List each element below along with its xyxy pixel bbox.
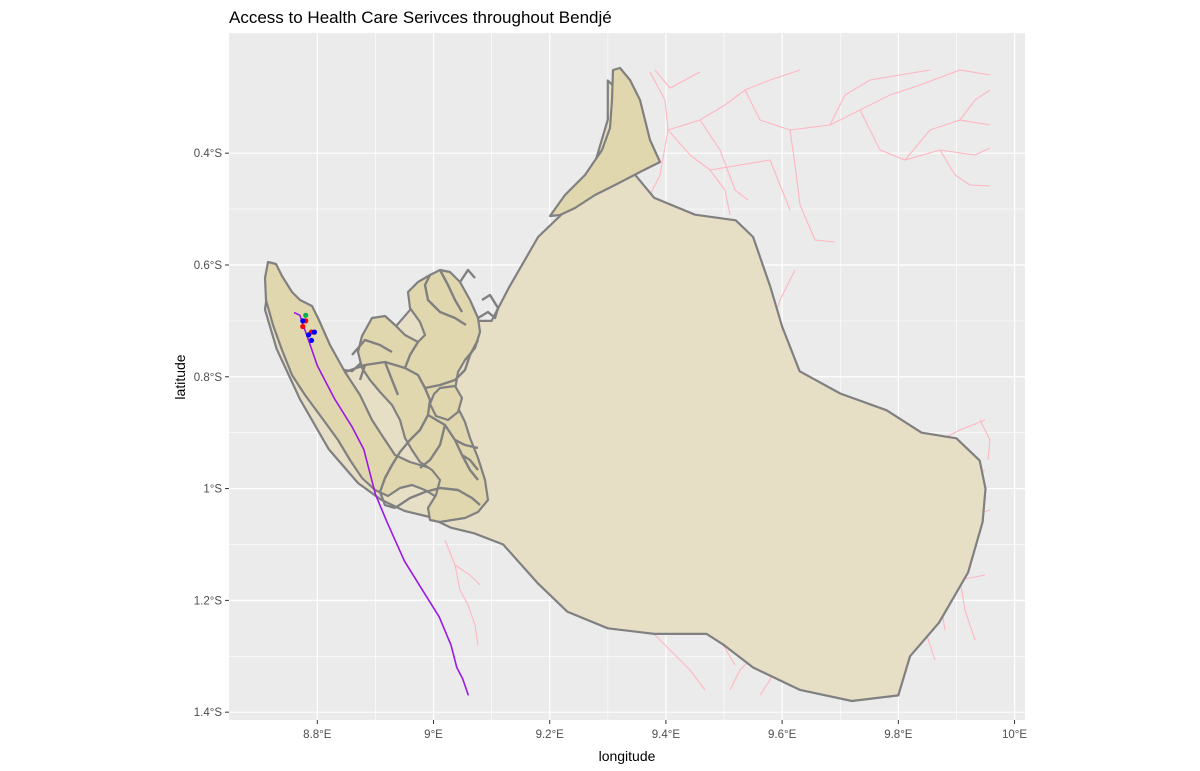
access-route xyxy=(293,311,470,696)
y-axis-title: latitude xyxy=(172,354,188,399)
y-tick-label: 0.4°S xyxy=(194,148,223,160)
x-tick-label: 9.2°E xyxy=(536,729,565,741)
x-axis: 8.8°E 9°E 9.2°E 9.4°E 9.6°E 9.8°E 10°E xyxy=(303,720,1027,741)
health-facilities xyxy=(300,312,317,343)
x-tick-label: 9°E xyxy=(424,729,443,741)
facility-point-blue xyxy=(306,332,312,338)
y-tick-label: 0.6°S xyxy=(194,260,223,272)
y-tick-label: 1°S xyxy=(203,484,222,496)
y-tick-label: 1.2°S xyxy=(194,595,223,607)
x-tick-label: 8.8°E xyxy=(303,729,332,741)
y-tick-label: 1.4°S xyxy=(194,707,223,719)
y-tick-label: 0.8°S xyxy=(194,372,223,384)
x-tick-label: 9.4°E xyxy=(652,729,681,741)
x-axis-title: longitude xyxy=(599,748,656,764)
facility-point-red xyxy=(300,323,306,330)
facility-point-blue xyxy=(300,318,306,324)
coastal-region-west xyxy=(263,66,662,524)
facility-point-blue xyxy=(311,329,317,335)
x-tick-label: 10°E xyxy=(1002,729,1027,741)
x-tick-label: 9.8°E xyxy=(884,729,913,741)
facility-point-green xyxy=(303,312,309,318)
map-title: Access to Health Care Serivces throughou… xyxy=(229,8,612,27)
waterways xyxy=(344,268,500,510)
y-axis: 0.4°S 0.6°S 0.8°S 1°S 1.2°S 1.4°S xyxy=(194,148,229,719)
facility-point-blue xyxy=(308,337,315,343)
x-tick-label: 9.6°E xyxy=(768,729,797,741)
